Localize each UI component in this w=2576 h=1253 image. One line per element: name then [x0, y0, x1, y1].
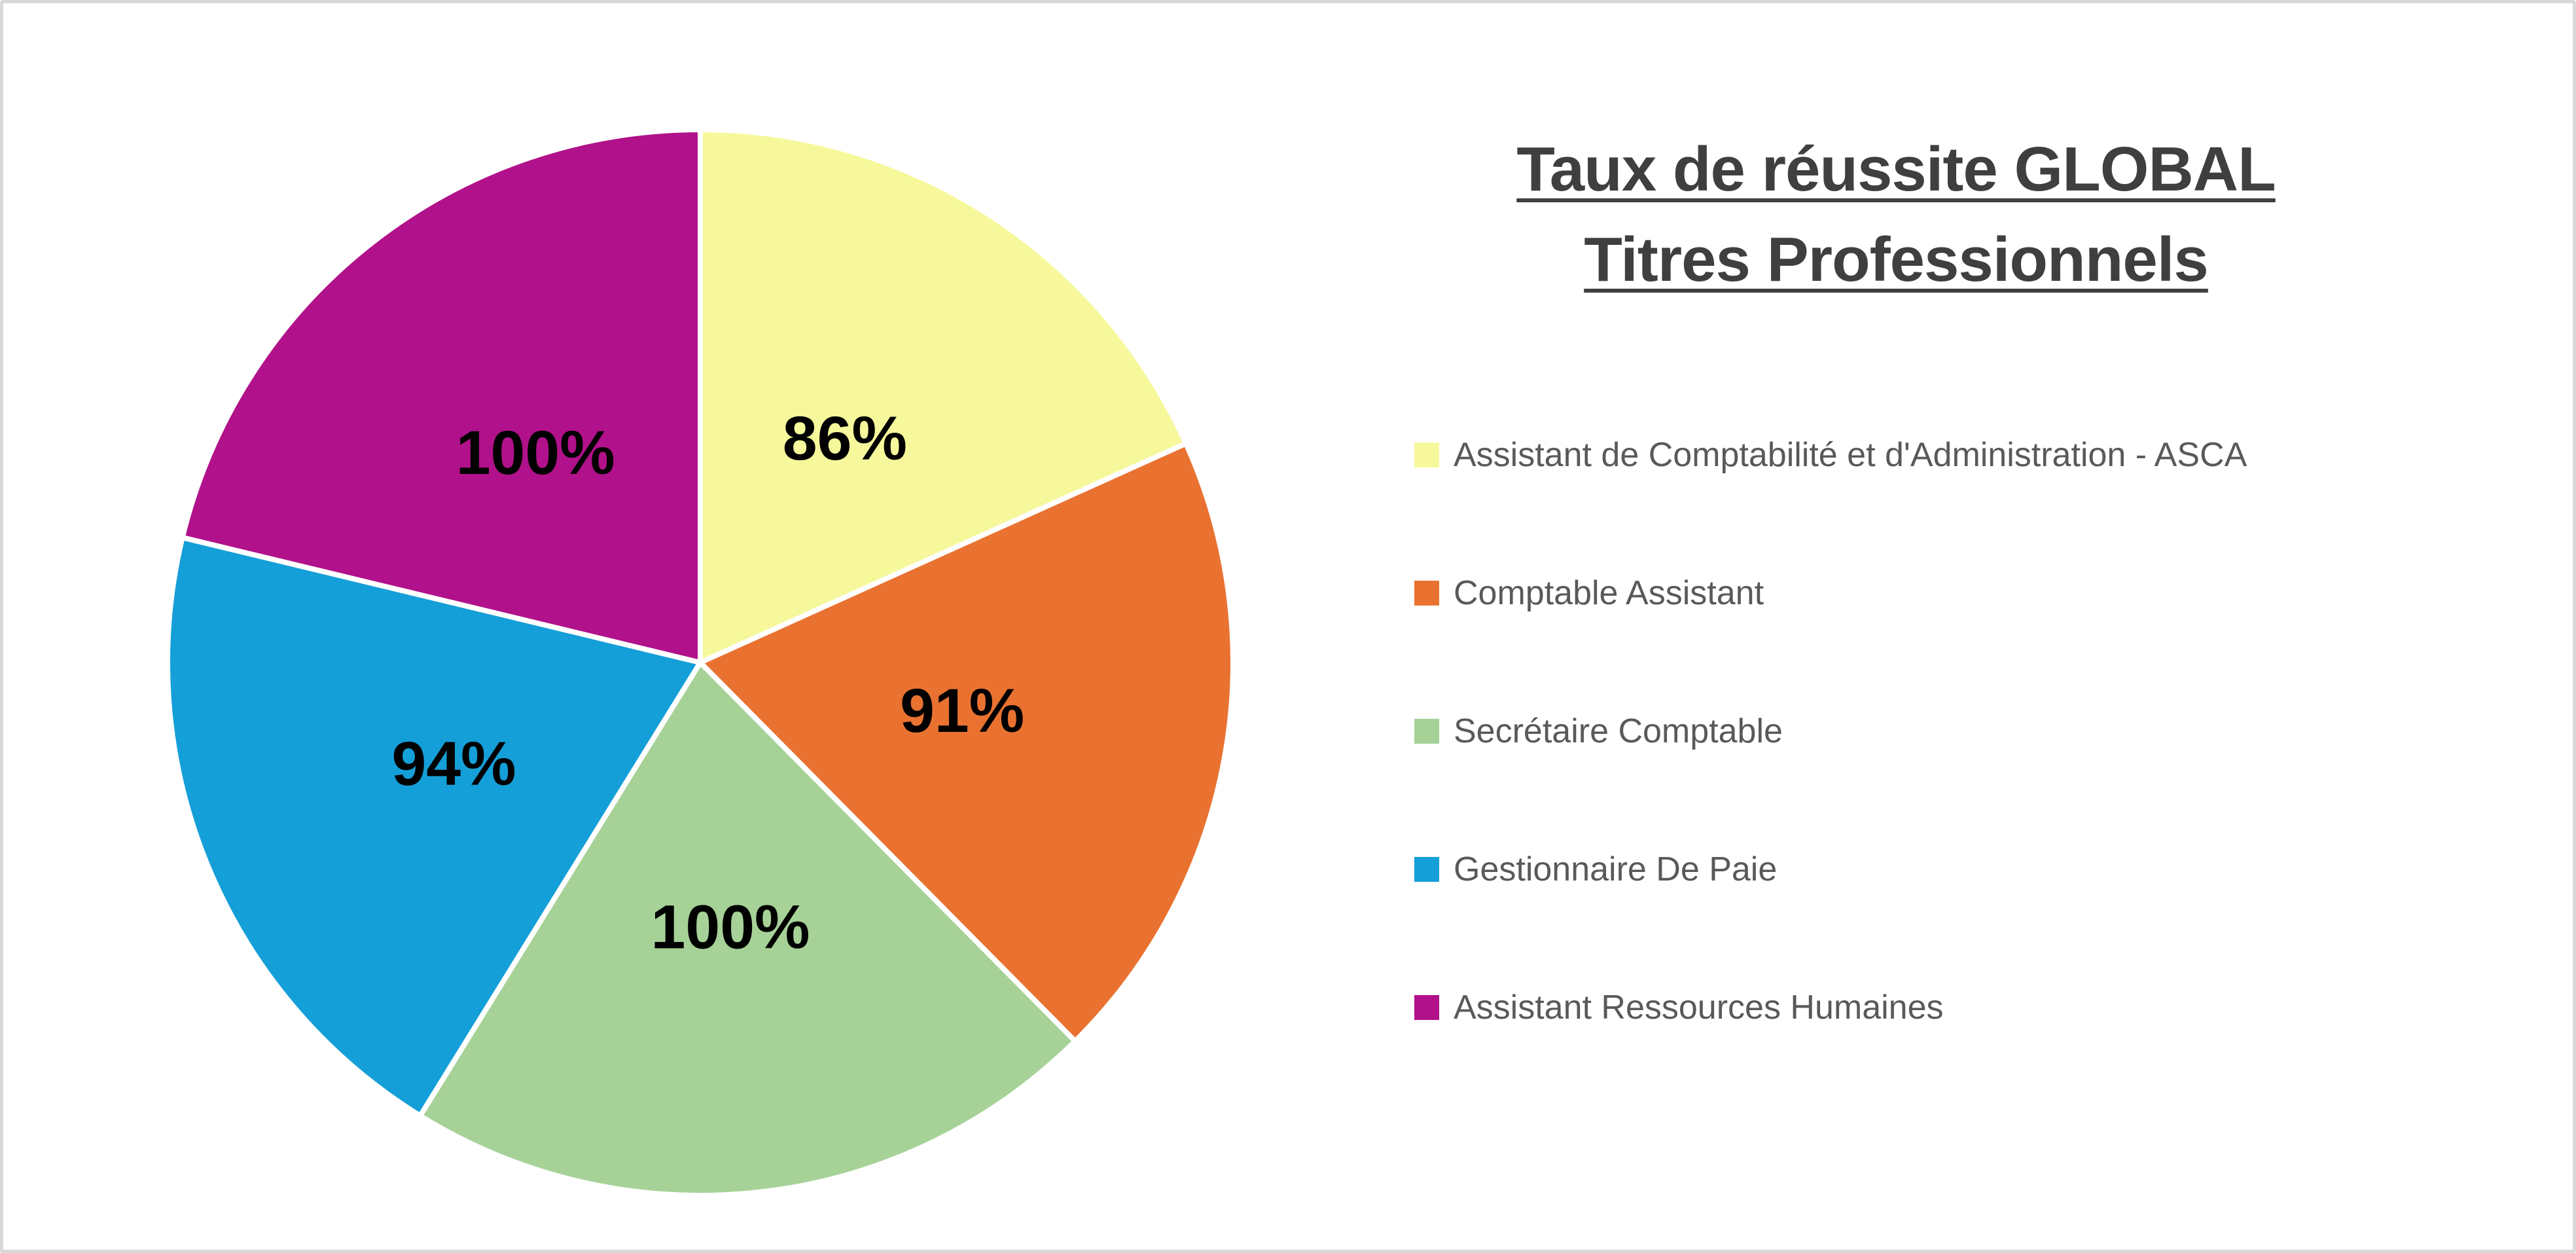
pie-slice-5: [179, 127, 703, 665]
pie-chart: 86% 91% 100% 94% 100%: [165, 127, 1236, 1198]
legend-item: Assistant Ressources Humaines: [1414, 987, 1944, 1028]
pie-slice-4: [165, 535, 703, 1119]
legend-label: Comptable Assistant: [1454, 574, 1764, 612]
legend-swatch-orange-icon: [1414, 581, 1439, 606]
pie-data-label-5: 100%: [456, 418, 615, 488]
chart-title: Taux de réussite GLOBAL Titres Professio…: [1438, 124, 2354, 305]
legend-swatch-magenta-icon: [1414, 995, 1439, 1020]
pie-data-label-1: 86%: [783, 404, 907, 473]
legend-swatch-green-icon: [1414, 719, 1439, 744]
pie-data-label-2: 91%: [900, 676, 1024, 746]
pie-slice-3: [418, 660, 1078, 1198]
chart-title-line1: Taux de réussite GLOBAL: [1516, 134, 2276, 204]
legend-label: Gestionnaire De Paie: [1454, 850, 1778, 888]
chart-title-line2: Titres Professionnels: [1584, 225, 2209, 295]
legend-swatch-yellow-icon: [1414, 443, 1439, 467]
legend-item: Gestionnaire De Paie: [1414, 848, 1777, 890]
legend-label: Assistant de Comptabilité et d'Administr…: [1454, 436, 2247, 474]
pie-data-label-4: 94%: [392, 729, 516, 799]
legend-label: Secrétaire Comptable: [1454, 712, 1783, 750]
pie-slice-2: [698, 441, 1236, 1044]
legend-item: Assistant de Comptabilité et d'Administr…: [1414, 434, 2247, 476]
legend-item: Comptable Assistant: [1414, 572, 1764, 614]
legend-label: Assistant Ressources Humaines: [1454, 989, 1944, 1026]
legend-swatch-blue-icon: [1414, 857, 1439, 882]
legend-item: Secrétaire Comptable: [1414, 710, 1783, 752]
pie-slice-1: [698, 127, 1189, 665]
pie-data-label-3: 100%: [651, 892, 810, 962]
